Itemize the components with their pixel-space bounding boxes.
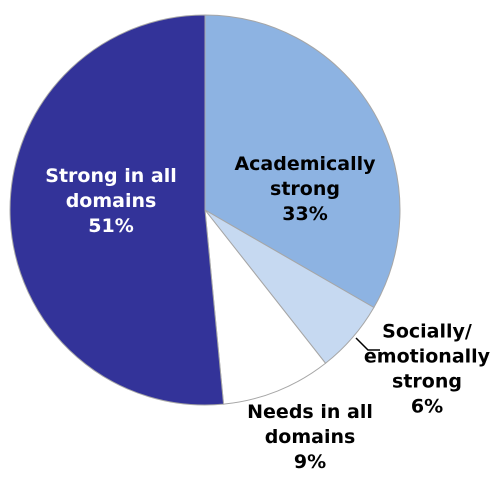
pie-slice-strong-in-all-domains [9, 14, 225, 406]
slice-category-label: strong [392, 371, 462, 393]
leader-line-socially-emotionally-strong [355, 337, 380, 351]
slice-category-label: Socially/ [382, 321, 472, 343]
slice-label-socially-emotionally-strong: Socially/emotionally strong 6% [364, 321, 491, 418]
slice-category-label: emotionally [364, 346, 491, 368]
slice-label-strong-in-all-domains: Strong in all domains 51% [45, 165, 176, 237]
slice-value-label: 51% [88, 215, 133, 237]
slice-category-label: domains [66, 190, 157, 212]
slice-value-label: 33% [282, 203, 327, 225]
slice-category-label: domains [265, 426, 356, 448]
slice-label-academically-strong: Academically strong 33% [234, 153, 376, 225]
pie-slices [9, 14, 401, 406]
slice-category-label: Needs in all [247, 401, 373, 423]
slice-category-label: strong [270, 178, 340, 200]
slice-value-label: 9% [294, 451, 326, 473]
slice-category-label: Strong in all [45, 165, 176, 187]
slice-value-label: 6% [411, 396, 443, 418]
slice-category-label: Academically [234, 153, 376, 175]
slice-label-needs-in-all-domains: Needs in all domains 9% [247, 401, 373, 473]
pie-slice-academically-strong [204, 14, 401, 309]
leader-lines [355, 337, 380, 351]
slice-labels: Academically strong 33% Socially/emotionall… [45, 153, 490, 473]
pie-slice-needs-in-all-domains [204, 208, 327, 405]
